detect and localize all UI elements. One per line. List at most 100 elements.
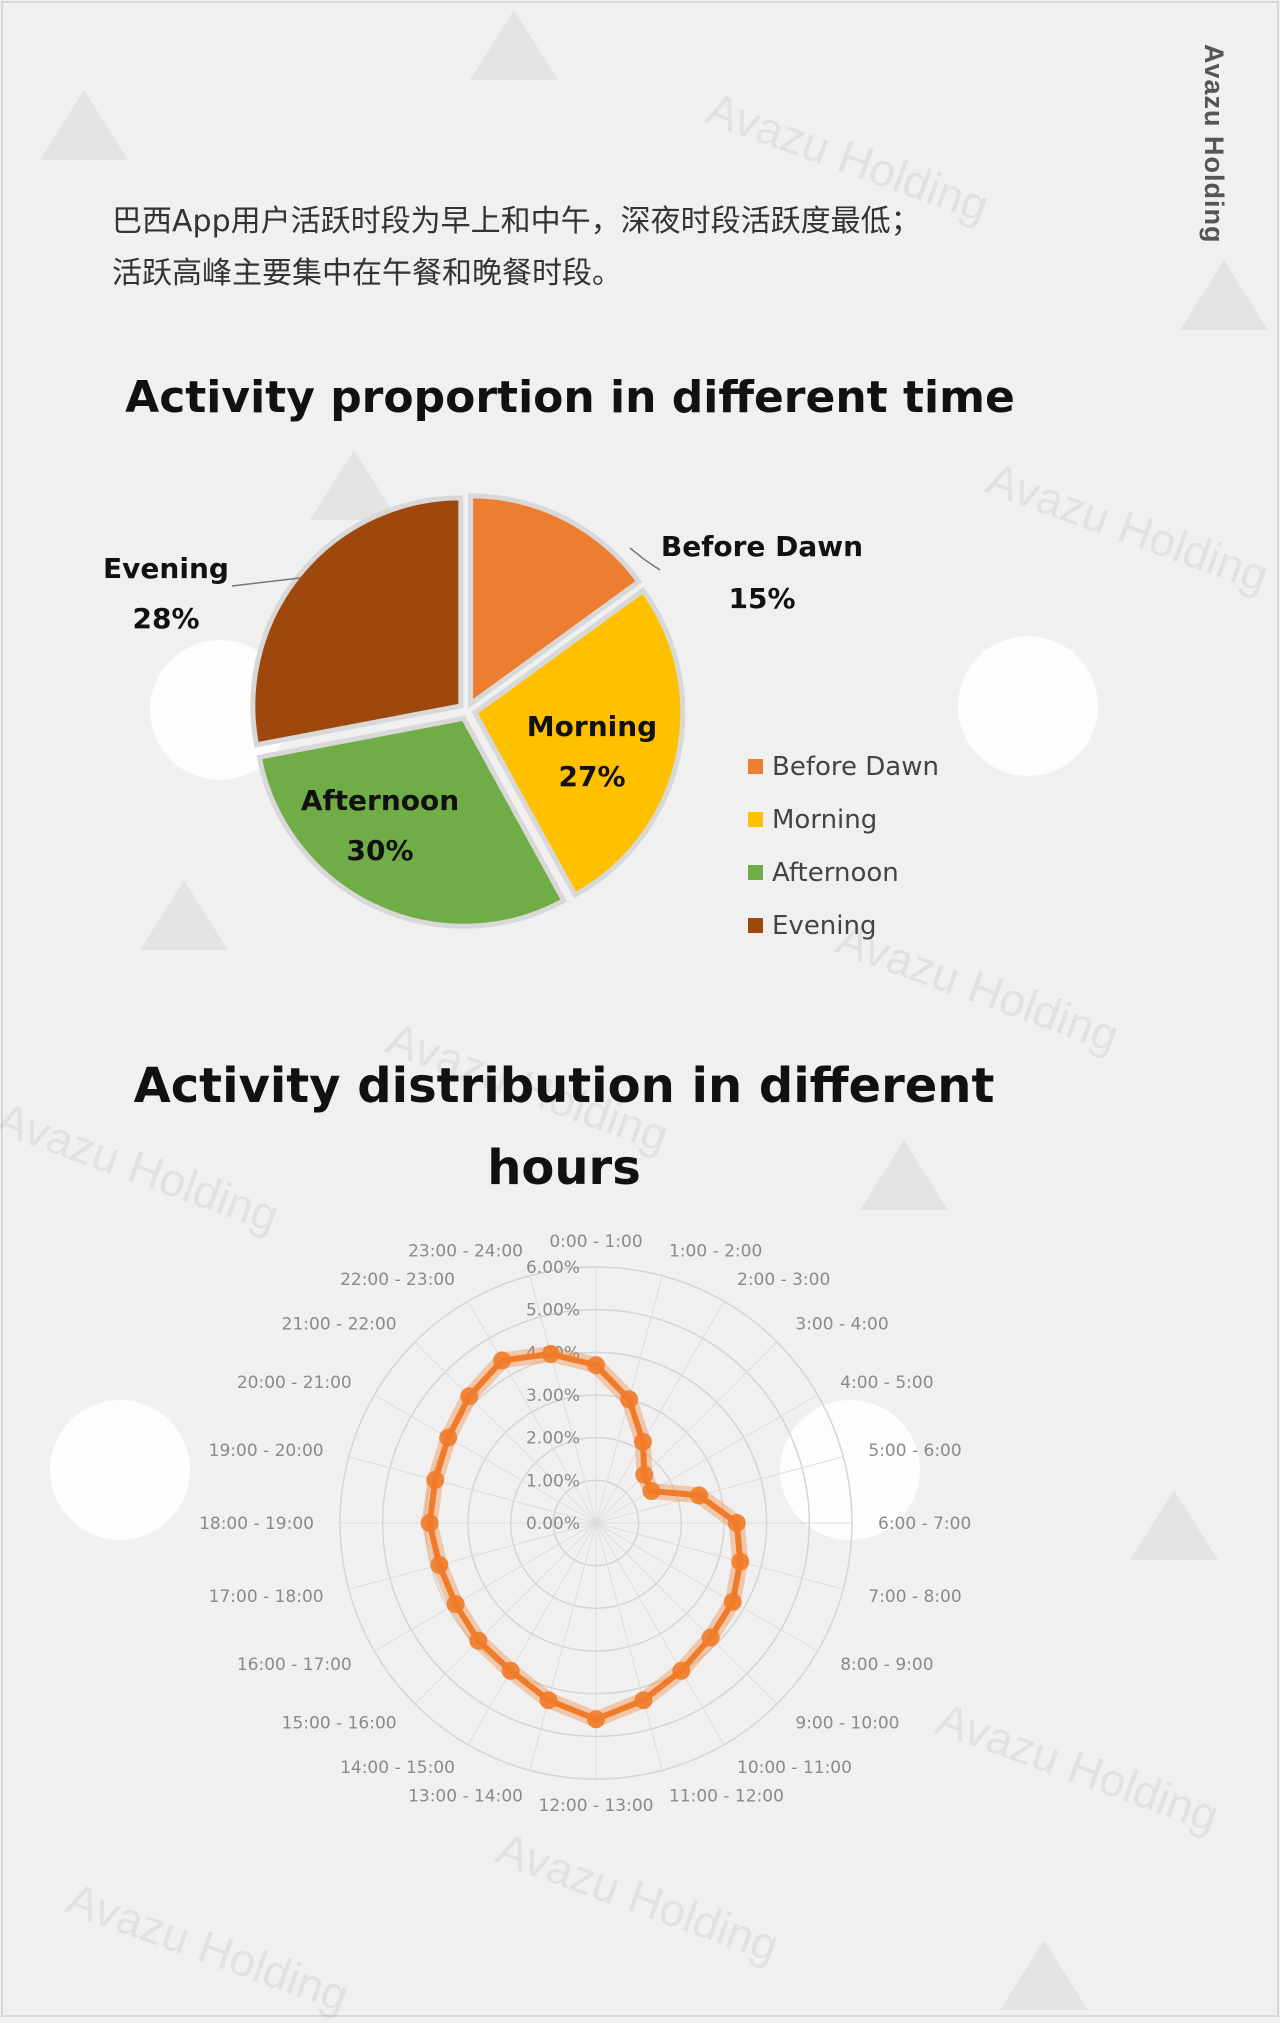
radar-category-label: 12:00 - 13:00 (539, 1796, 654, 1816)
legend-label: Morning (772, 804, 878, 835)
radar-spoke (595, 1522, 844, 1590)
radar-spoke (595, 1522, 778, 1705)
radar-spoke (595, 1341, 778, 1524)
radar-category-label: 9:00 - 10:00 (795, 1713, 899, 1733)
radar-data-point (634, 1691, 653, 1710)
pie-value-label: 28% (132, 602, 199, 635)
pie-slice-label: Morning (527, 710, 657, 743)
radar-chart-title: Activity distribution in different (133, 1058, 995, 1114)
radar-data-point (446, 1595, 465, 1614)
radar-data-point (587, 1710, 605, 1729)
radar-spoke (595, 1522, 663, 1771)
radar-category-label: 8:00 - 9:00 (840, 1655, 933, 1675)
radar-category-label: 10:00 - 11:00 (737, 1758, 852, 1778)
legend-label: Afternoon (772, 857, 899, 888)
radar-series-glow (421, 1346, 749, 1728)
pie-chart-title: Activity proportion in different time (125, 372, 1015, 423)
radar-tick-label: 6.00% (526, 1258, 580, 1278)
legend-label: Evening (772, 910, 877, 941)
radar-tick-label: 5.00% (526, 1301, 580, 1321)
radar-tick-label: 1.00% (526, 1471, 580, 1491)
radar-category-label: 11:00 - 12:00 (669, 1786, 784, 1806)
radar-data-point (723, 1592, 742, 1611)
radar-category-label: 5:00 - 6:00 (868, 1441, 961, 1461)
legend-swatch (748, 759, 763, 774)
intro-text: 巴西App用户活跃时段为早上和中午，深夜时段活跃度最低； 活跃高峰主要集中在午餐… (112, 196, 1072, 300)
radar-category-label: 6:00 - 7:00 (878, 1514, 971, 1534)
radar-spoke (595, 1394, 818, 1524)
radar-tick-label: 3.00% (526, 1386, 580, 1406)
radar-category-label: 16:00 - 17:00 (237, 1655, 352, 1675)
radar-data-point (620, 1390, 639, 1409)
radar-tick-label: 2.00% (526, 1429, 580, 1449)
radar-data-point (420, 1514, 439, 1532)
radar-spoke (414, 1341, 597, 1524)
radar-data-point (635, 1465, 654, 1484)
legend-item: Morning (748, 793, 939, 846)
radar-category-label: 14:00 - 15:00 (340, 1758, 455, 1778)
radar-data-point (727, 1514, 746, 1532)
radar-data-point (430, 1555, 449, 1574)
radar-category-label: 2:00 - 3:00 (737, 1270, 830, 1290)
radar-spoke (374, 1394, 597, 1524)
legend-swatch (748, 865, 763, 880)
radar-data-point (633, 1432, 652, 1451)
radar-data-point (541, 1345, 560, 1364)
radar-data-point (426, 1470, 445, 1489)
radar-spoke (348, 1522, 597, 1590)
radar-spoke (374, 1522, 597, 1652)
radar-category-label: 3:00 - 4:00 (795, 1315, 888, 1335)
pie-slice-label: Before Dawn (661, 530, 863, 563)
radar-category-label: 0:00 - 1:00 (549, 1232, 642, 1252)
legend-item: Before Dawn (748, 740, 939, 793)
leader-line (629, 547, 661, 571)
radar-chart-title-line2: hours (487, 1140, 641, 1196)
radar-category-label: 23:00 - 24:00 (408, 1242, 523, 1262)
radar-category-label: 18:00 - 19:00 (199, 1514, 314, 1534)
radar-spoke (595, 1522, 725, 1745)
leader-line (231, 577, 301, 587)
radar-spoke (595, 1456, 844, 1524)
radar-data-point (539, 1691, 558, 1710)
radar-spoke (595, 1522, 818, 1652)
radar-data-point (690, 1486, 709, 1505)
pie-slice-label: Afternoon (301, 784, 459, 817)
pie-slice (468, 493, 643, 709)
radar-data-point (701, 1628, 720, 1647)
radar-spoke (348, 1456, 597, 1524)
radar-spoke (595, 1301, 725, 1524)
legend-label: Before Dawn (772, 751, 939, 782)
legend-swatch (748, 812, 763, 827)
brand-label: Avazu Holding (1199, 44, 1229, 244)
pie-slice (250, 495, 464, 748)
radar-category-label: 20:00 - 21:00 (237, 1373, 352, 1393)
radar-spoke (529, 1275, 597, 1524)
pie-slice (471, 586, 686, 899)
pie-value-label: 27% (558, 760, 625, 793)
radar-category-label: 22:00 - 23:00 (340, 1270, 455, 1290)
pie-slice (256, 715, 568, 929)
pie-value-label: 30% (346, 834, 413, 867)
intro-line: 活跃高峰主要集中在午餐和晚餐时段。 (112, 256, 622, 291)
radar-data-point (469, 1631, 488, 1650)
intro-line: 巴西App用户活跃时段为早上和中午，深夜时段活跃度最低； (112, 204, 921, 239)
pie-slice-label: Evening (103, 552, 229, 585)
radar-category-label: 19:00 - 20:00 (209, 1441, 324, 1461)
radar-data-point (501, 1661, 520, 1680)
radar-data-point (731, 1552, 750, 1571)
radar-spoke (414, 1522, 597, 1705)
radar-data-point (672, 1661, 691, 1680)
radar-spoke (467, 1522, 597, 1745)
pie-value-label: 15% (728, 582, 795, 615)
radar-data-point (460, 1387, 479, 1406)
radar-data-point (642, 1482, 661, 1500)
legend-item: Evening (748, 899, 939, 952)
radar-tick-label: 0.00% (526, 1514, 580, 1534)
legend-swatch (748, 918, 763, 933)
radar-data-point (439, 1428, 458, 1447)
radar-category-label: 21:00 - 22:00 (282, 1315, 397, 1335)
radar-category-label: 13:00 - 14:00 (408, 1786, 523, 1806)
